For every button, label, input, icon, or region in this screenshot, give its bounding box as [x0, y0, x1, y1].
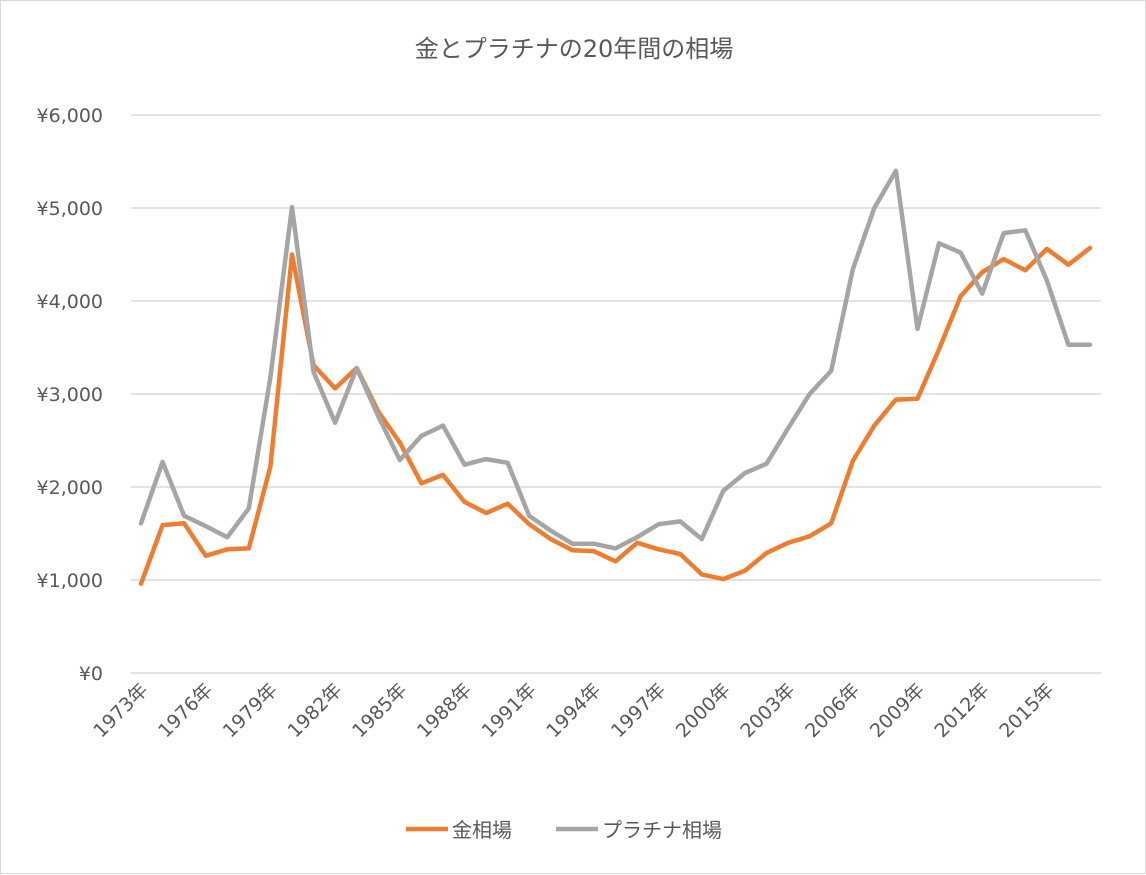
y-tick-label: ¥1,000 [37, 570, 103, 592]
x-tick-label: 1988年 [413, 679, 476, 742]
x-tick-label: 1991年 [478, 679, 541, 742]
y-tick-label: ¥6,000 [37, 105, 103, 127]
x-tick-label: 1982年 [283, 679, 346, 742]
legend-label: 金相場 [452, 818, 512, 842]
x-tick-label: 2009年 [866, 679, 929, 742]
y-tick-label: ¥4,000 [37, 291, 103, 313]
x-tick-label: 1973年 [89, 679, 152, 742]
series-line-0 [138, 245, 1093, 586]
chart-title: 金とプラチナの20年間の相場 [415, 35, 734, 63]
legend-label: プラチナ相場 [602, 818, 722, 842]
x-tick-label: 1994年 [542, 679, 605, 742]
y-tick-label: ¥5,000 [37, 198, 103, 220]
x-tick-label: 1976年 [154, 679, 217, 742]
y-tick-label: ¥3,000 [37, 384, 103, 406]
x-tick-label: 2012年 [931, 679, 994, 742]
x-tick-label: 2015年 [995, 679, 1058, 742]
x-tick-label: 1997年 [607, 679, 670, 742]
y-tick-label: ¥2,000 [37, 477, 103, 499]
series-line-1 [138, 168, 1093, 551]
x-tick-label: 1979年 [219, 679, 282, 742]
x-tick-label: 2003年 [736, 679, 799, 742]
y-tick-label: ¥0 [79, 663, 103, 685]
x-tick-label: 2006年 [801, 679, 864, 742]
x-tick-label: 1985年 [348, 679, 411, 742]
x-tick-label: 2000年 [672, 679, 735, 742]
